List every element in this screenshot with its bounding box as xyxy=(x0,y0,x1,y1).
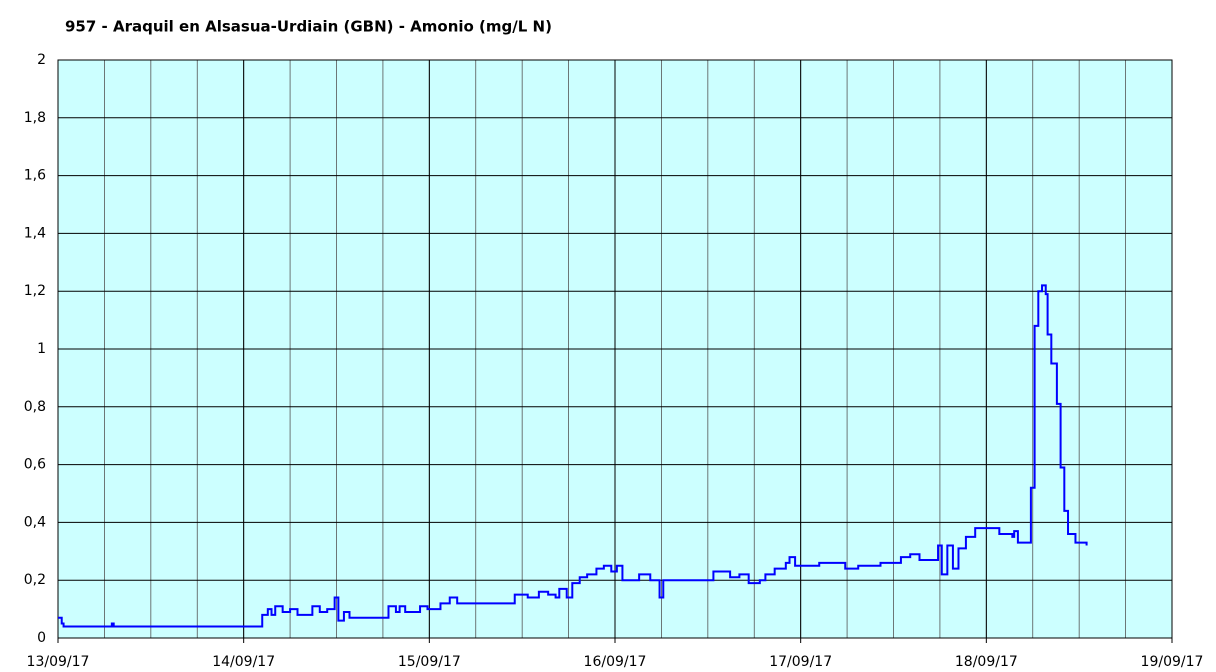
x-tick-label: 17/09/17 xyxy=(769,654,832,670)
y-tick-label: 1,4 xyxy=(24,225,46,241)
x-tick-label: 13/09/17 xyxy=(27,654,90,670)
y-tick-label: 1 xyxy=(37,341,46,357)
y-tick-label: 0,4 xyxy=(24,514,46,530)
y-tick-label: 1,6 xyxy=(24,168,46,184)
plot-frame xyxy=(57,59,1173,639)
y-tick-label: 1,2 xyxy=(24,283,46,299)
y-tick-label: 0,2 xyxy=(24,572,46,588)
x-tick-label: 18/09/17 xyxy=(955,654,1018,670)
y-tick-label: 2 xyxy=(37,52,46,68)
y-tick-label: 0,8 xyxy=(24,399,46,415)
x-tick-label: 15/09/17 xyxy=(398,654,461,670)
y-tick-label: 0 xyxy=(37,630,46,646)
y-tick-label: 0,6 xyxy=(24,457,46,473)
data-line xyxy=(58,284,1088,628)
x-tick-label: 19/09/17 xyxy=(1141,654,1204,670)
chart-title: 957 - Araquil en Alsasua-Urdiain (GBN) -… xyxy=(65,18,552,36)
x-tick-label: 16/09/17 xyxy=(584,654,647,670)
x-tick-label: 14/09/17 xyxy=(212,654,275,670)
y-tick-label: 1,8 xyxy=(24,110,46,126)
